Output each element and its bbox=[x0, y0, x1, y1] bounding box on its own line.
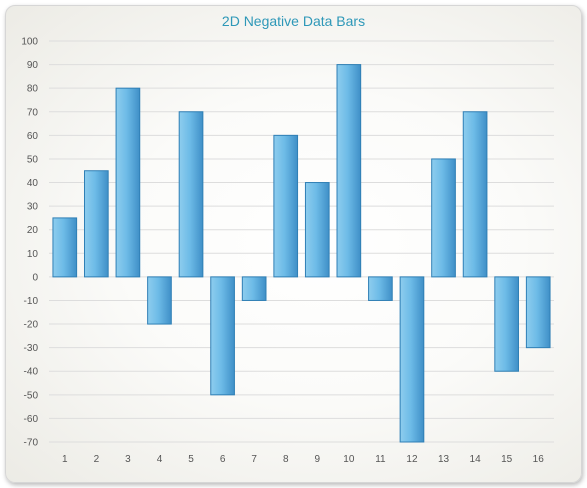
bar-14 bbox=[463, 112, 487, 277]
y-tick-label: 0 bbox=[32, 272, 38, 283]
bar-9 bbox=[305, 183, 329, 277]
bar-3 bbox=[116, 88, 140, 277]
bar-16 bbox=[526, 277, 550, 348]
x-tick-label: 4 bbox=[157, 454, 163, 465]
bar-10 bbox=[337, 65, 361, 277]
bar-12 bbox=[400, 277, 424, 442]
bar-8 bbox=[274, 135, 298, 277]
y-tick-label: 60 bbox=[27, 131, 39, 142]
bar-11 bbox=[369, 277, 393, 301]
y-tick-label: -30 bbox=[24, 343, 39, 354]
x-tick-label: 13 bbox=[438, 454, 450, 465]
x-tick-label: 3 bbox=[125, 454, 131, 465]
y-tick-label: -60 bbox=[24, 414, 39, 425]
y-tick-label: 40 bbox=[27, 178, 39, 189]
x-tick-label: 7 bbox=[251, 454, 257, 465]
x-tick-label: 8 bbox=[283, 454, 289, 465]
bar-1 bbox=[53, 218, 77, 277]
x-tick-label: 2 bbox=[94, 454, 100, 465]
y-tick-label: 100 bbox=[21, 37, 38, 48]
x-tick-label: 10 bbox=[343, 454, 355, 465]
y-tick-label: 10 bbox=[27, 249, 39, 260]
y-tick-label: -50 bbox=[24, 390, 39, 401]
chart-panel: 2D Negative Data Bars 100 90 80 70 60 50 40 30 2… bbox=[5, 5, 582, 483]
bar-chart: 1009080706050403020100-10-20-30-40-50-60… bbox=[6, 6, 581, 482]
bar-2 bbox=[85, 171, 109, 277]
x-axis-ticks: 1 2 3 4 5 6 7 8 9 10 11 12 13 14 15 16 bbox=[62, 454, 544, 465]
x-tick-label: 14 bbox=[470, 454, 482, 465]
y-tick-label: -70 bbox=[24, 438, 39, 449]
y-tick-label: 90 bbox=[27, 60, 39, 71]
x-tick-label: 11 bbox=[375, 454, 386, 465]
y-tick-label: 20 bbox=[27, 225, 39, 236]
x-tick-label: 1 bbox=[62, 454, 68, 465]
bar-6 bbox=[211, 277, 235, 395]
y-tick-label: 70 bbox=[27, 107, 39, 118]
y-tick-label: -40 bbox=[24, 367, 39, 378]
bar-15 bbox=[495, 277, 519, 371]
y-tick-label: 30 bbox=[27, 202, 39, 213]
y-tick-label: -10 bbox=[24, 296, 39, 307]
y-tick-label: -20 bbox=[24, 320, 39, 331]
x-tick-label: 12 bbox=[406, 454, 418, 465]
bar-4 bbox=[148, 277, 172, 324]
bar-13 bbox=[432, 159, 456, 277]
x-tick-label: 5 bbox=[188, 454, 194, 465]
y-axis-ticks: 1009080706050403020100-10-20-30-40-50-60… bbox=[21, 37, 38, 449]
x-tick-label: 9 bbox=[315, 454, 321, 465]
y-tick-label: 50 bbox=[27, 154, 39, 165]
x-tick-label: 15 bbox=[501, 454, 513, 465]
x-tick-label: 6 bbox=[220, 454, 226, 465]
bar-5 bbox=[179, 112, 203, 277]
x-tick-label: 16 bbox=[533, 454, 545, 465]
y-tick-label: 80 bbox=[27, 84, 39, 95]
bar-7 bbox=[242, 277, 266, 301]
